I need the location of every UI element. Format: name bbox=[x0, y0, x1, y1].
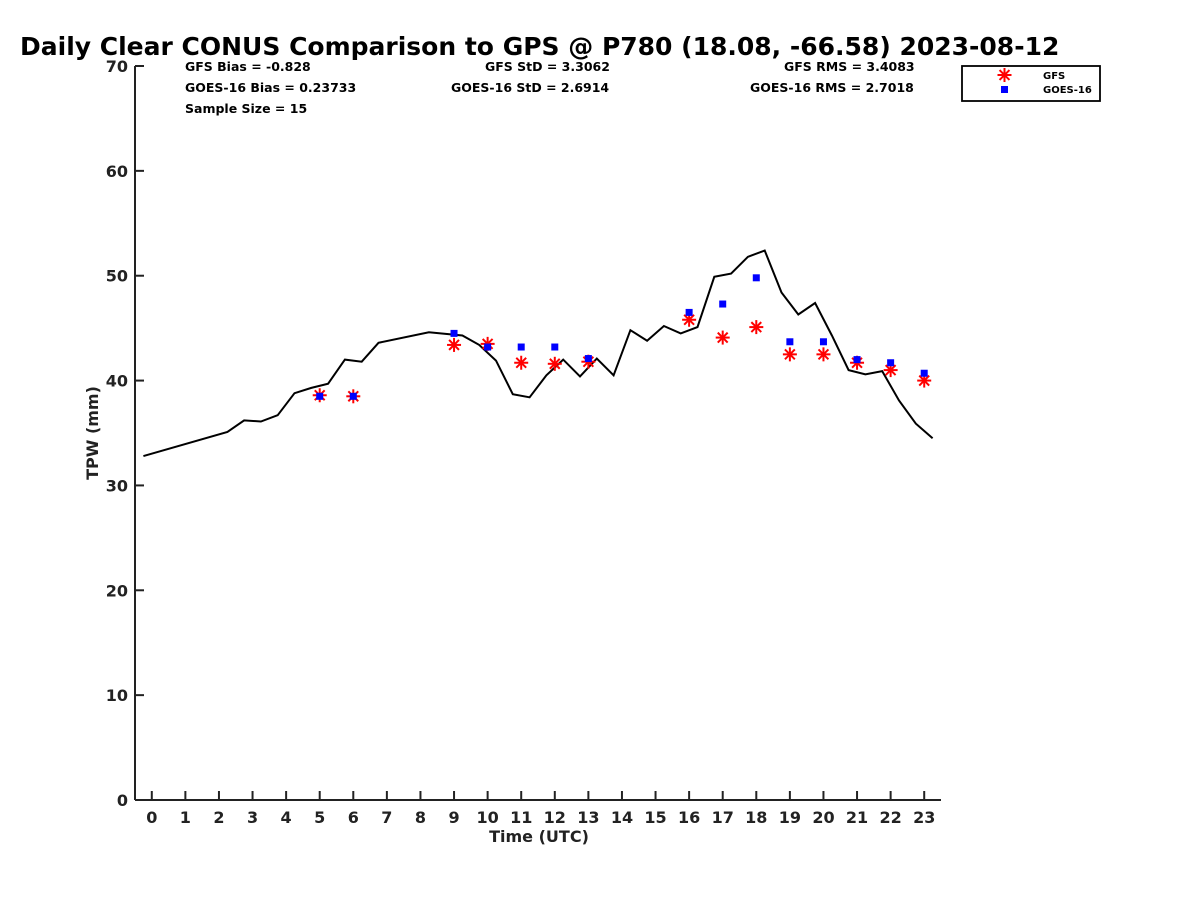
goes-point bbox=[853, 356, 861, 364]
legend-box bbox=[961, 65, 1101, 102]
gps-tpw-line bbox=[143, 249, 934, 458]
x-tick-label: 0 bbox=[146, 808, 157, 827]
stat-goes-std: GOES-16 StD = 2.6914 bbox=[451, 80, 609, 95]
x-tick-label: 17 bbox=[712, 808, 734, 827]
y-tick-label: 70 bbox=[106, 57, 128, 76]
chart-title: Daily Clear CONUS Comparison to GPS @ P7… bbox=[20, 32, 1059, 61]
x-tick-label: 9 bbox=[448, 808, 459, 827]
x-tick-label: 1 bbox=[180, 808, 191, 827]
legend-goes-label: GOES-16 bbox=[1043, 85, 1092, 96]
legend-goes-marker bbox=[1001, 86, 1008, 93]
legend-gfs-marker bbox=[997, 68, 1012, 82]
x-tick-label: 15 bbox=[644, 808, 666, 827]
goes-point bbox=[349, 392, 357, 400]
goes-point bbox=[584, 355, 592, 363]
x-tick-label: 2 bbox=[213, 808, 224, 827]
x-tick-label: 13 bbox=[577, 808, 599, 827]
x-tick-label: 11 bbox=[510, 808, 532, 827]
x-tick-label: 6 bbox=[348, 808, 359, 827]
gfs-point bbox=[514, 355, 529, 370]
x-tick-label: 22 bbox=[879, 808, 901, 827]
x-tick-label: 5 bbox=[314, 808, 325, 827]
x-tick-label: 12 bbox=[544, 808, 566, 827]
goes-point bbox=[450, 329, 458, 337]
goes-point bbox=[786, 338, 794, 346]
goes-point bbox=[685, 308, 693, 316]
goes-point bbox=[551, 343, 559, 351]
y-tick-label: 0 bbox=[117, 791, 128, 810]
x-tick-label: 10 bbox=[476, 808, 498, 827]
x-tick-label: 20 bbox=[812, 808, 834, 827]
gfs-point bbox=[782, 347, 797, 362]
x-tick-label: 18 bbox=[745, 808, 767, 827]
goes-point bbox=[920, 369, 928, 377]
y-tick-label: 30 bbox=[106, 476, 128, 495]
goes-point bbox=[517, 343, 525, 351]
stat-goes-bias: GOES-16 Bias = 0.23733 bbox=[185, 80, 356, 95]
stat-goes-rms: GOES-16 RMS = 2.7018 bbox=[750, 80, 914, 95]
goes-point bbox=[719, 300, 727, 308]
gfs-point bbox=[447, 337, 462, 352]
gfs-point bbox=[749, 320, 764, 335]
x-tick-label: 7 bbox=[381, 808, 392, 827]
y-tick-label: 50 bbox=[106, 267, 128, 286]
y-tick-label: 20 bbox=[106, 581, 128, 600]
x-axis-label: Time (UTC) bbox=[489, 827, 589, 846]
gfs-point bbox=[547, 356, 562, 371]
stat-sample-size: Sample Size = 15 bbox=[185, 101, 307, 116]
y-tick-label: 10 bbox=[106, 686, 128, 705]
goes-point bbox=[752, 274, 760, 282]
legend-gfs-label: GFS bbox=[1043, 71, 1065, 82]
goes-point bbox=[819, 338, 827, 346]
y-axis-label: TPW (mm) bbox=[83, 386, 102, 480]
x-tick-label: 19 bbox=[779, 808, 801, 827]
stat-gfs-std: GFS StD = 3.3062 bbox=[485, 59, 610, 74]
goes-point bbox=[484, 343, 492, 351]
goes-point bbox=[316, 392, 324, 400]
x-tick-label: 23 bbox=[913, 808, 935, 827]
x-tick-label: 8 bbox=[415, 808, 426, 827]
gfs-point bbox=[715, 330, 730, 345]
goes-point bbox=[887, 359, 895, 367]
x-tick-label: 21 bbox=[846, 808, 868, 827]
legend: GFS GOES-16 bbox=[961, 65, 1101, 102]
x-tick-label: 16 bbox=[678, 808, 700, 827]
x-tick-label: 4 bbox=[281, 808, 292, 827]
x-tick-label: 3 bbox=[247, 808, 258, 827]
stat-gfs-rms: GFS RMS = 3.4083 bbox=[784, 59, 915, 74]
stat-gfs-bias: GFS Bias = -0.828 bbox=[185, 59, 311, 74]
gfs-point bbox=[816, 347, 831, 362]
y-tick-label: 40 bbox=[106, 372, 128, 391]
x-tick-label: 14 bbox=[611, 808, 633, 827]
y-tick-label: 60 bbox=[106, 162, 128, 181]
